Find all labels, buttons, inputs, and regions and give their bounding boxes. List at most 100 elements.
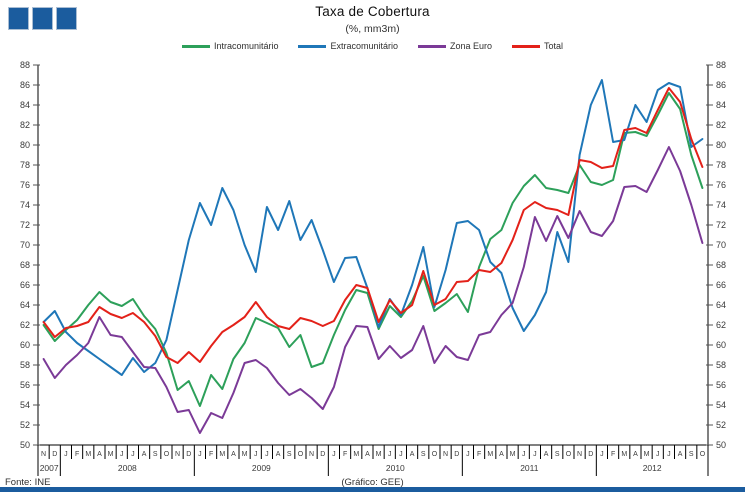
y-tick-label-right: 70 [716,240,726,250]
month-label: M [644,451,650,458]
y-tick-label-right: 72 [716,220,726,230]
month-label: A [365,451,370,458]
y-tick-label-right: 88 [716,60,726,70]
legend-line-swatch [418,44,446,48]
month-label: N [41,451,46,458]
month-label: O [298,451,304,458]
month-label: S [421,451,426,458]
y-tick-label-left: 86 [20,80,30,90]
y-tick-label-right: 60 [716,340,726,350]
month-label: J [332,451,336,458]
series-line-total [42,87,704,364]
legend-label: Intracomunitário [213,41,279,51]
series-line-extracomunitário [42,79,704,376]
y-tick-label-right: 82 [716,120,726,130]
y-tick-label-right: 62 [716,320,726,330]
y-tick-label-left: 88 [20,60,30,70]
y-tick-label-left: 84 [20,100,30,110]
y-tick-label-right: 52 [716,420,726,430]
legend-label: Total [544,41,564,51]
y-tick-label-right: 76 [716,180,726,190]
y-tick-label-left: 80 [20,140,30,150]
month-label: F [75,451,79,458]
y-tick-label-left: 50 [20,440,30,450]
y-tick-label-left: 66 [20,280,30,290]
y-tick-label-right: 78 [716,160,726,170]
month-label: M [85,451,91,458]
month-label: F [343,451,347,458]
month-label: A [142,451,147,458]
series-line-intracomunitário [42,92,704,407]
month-label: S [153,451,158,458]
legend-line-swatch [298,44,327,48]
y-tick-label-right: 86 [716,80,726,90]
year-label: 2007 [40,463,59,473]
y-tick-label-right: 74 [716,200,726,210]
y-tick-label-right: 56 [716,380,726,390]
month-label: D [186,451,191,458]
month-label: M [621,451,627,458]
y-tick-label-right: 50 [716,440,726,450]
y-tick-label-left: 64 [20,300,30,310]
month-label: A [97,451,102,458]
month-label: D [454,451,459,458]
month-label: O [164,451,170,458]
month-label: J [667,451,671,458]
y-tick-label-right: 66 [716,280,726,290]
year-label: 2012 [643,463,662,473]
source-note: Fonte: INE [5,477,51,488]
month-label: A [231,451,236,458]
month-label: J [522,451,526,458]
y-tick-label-right: 54 [716,400,726,410]
legend-item-2: Extracomunitário [298,41,398,51]
year-label: 2009 [252,463,271,473]
month-label: F [209,451,213,458]
month-label: M [242,451,248,458]
year-label: 2010 [386,463,405,473]
month-label: J [120,451,124,458]
credit-note: (Gráfico: GEE) [341,477,404,488]
month-label: O [432,451,438,458]
bottom-brand-bar [0,487,745,492]
chart-title: Taxa de Cobertura [315,4,430,19]
y-tick-label-left: 70 [20,240,30,250]
month-label: J [198,451,202,458]
y-tick-label-left: 58 [20,360,30,370]
month-label: J [265,451,269,458]
y-tick-label-right: 80 [716,140,726,150]
legend-line-swatch [512,44,541,48]
y-tick-label-left: 54 [20,400,30,410]
month-label: D [588,451,593,458]
y-tick-label-left: 68 [20,260,30,270]
y-tick-label-left: 62 [20,320,30,330]
legend-line-swatch [181,44,210,48]
month-label: J [656,451,660,458]
legend-item-3: Zona Euro [418,41,492,51]
brand-logo-squares [8,7,77,30]
series-line-zona-euro [42,146,704,434]
legend-label: Extracomunitário [330,41,398,51]
month-label: D [320,451,325,458]
month-label: A [633,451,638,458]
month-label: M [510,451,516,458]
y-tick-label-right: 58 [716,360,726,370]
month-label: F [477,451,481,458]
y-tick-label-left: 52 [20,420,30,430]
y-tick-label-left: 72 [20,220,30,230]
month-label: A [410,451,415,458]
y-tick-label-right: 64 [716,300,726,310]
month-label: J [600,451,604,458]
month-label: A [544,451,549,458]
y-tick-label-left: 60 [20,340,30,350]
month-label: M [219,451,225,458]
month-label: A [678,451,683,458]
month-label: J [388,451,392,458]
month-label: J [466,451,470,458]
month-label: J [64,451,68,458]
y-tick-label-left: 56 [20,380,30,390]
y-tick-label-left: 82 [20,120,30,130]
month-label: N [309,451,314,458]
y-tick-label-left: 76 [20,180,30,190]
